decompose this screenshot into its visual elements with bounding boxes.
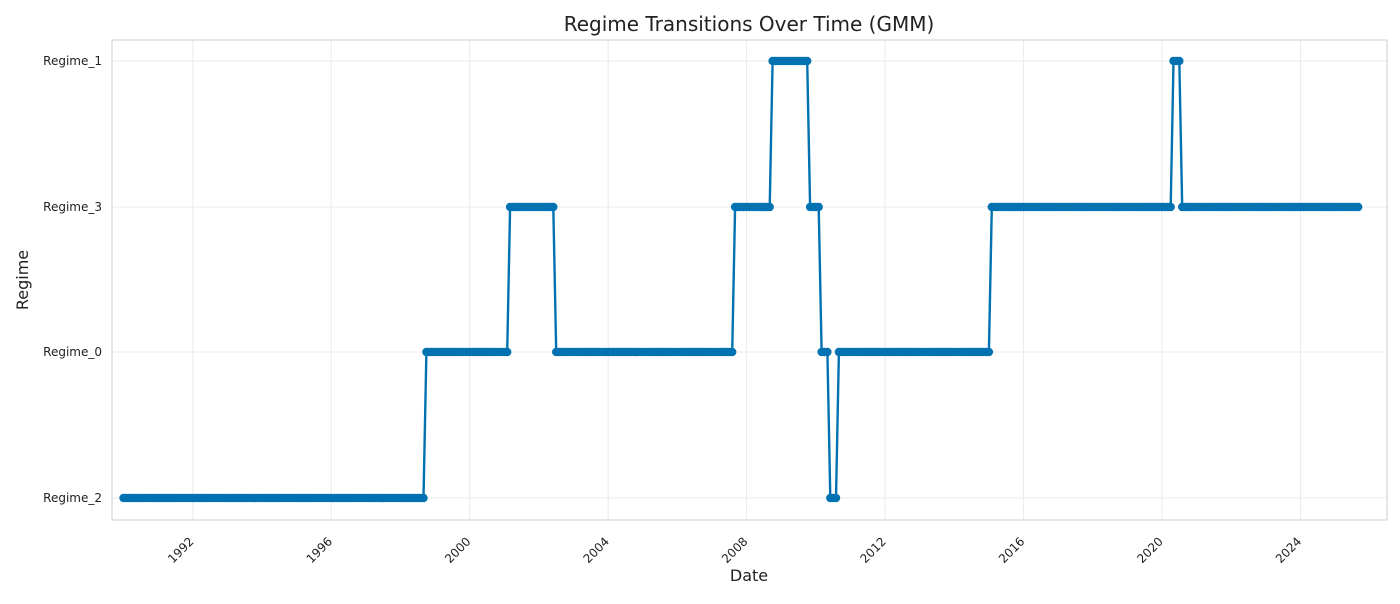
x-axis-label: Date <box>730 566 768 585</box>
data-point <box>984 347 994 357</box>
series-line <box>123 59 1359 500</box>
y-tick-label: Regime_0 <box>43 345 102 359</box>
data-point <box>765 202 774 212</box>
data-point <box>831 493 841 503</box>
data-point <box>803 56 812 66</box>
x-tick-label: 2020 <box>1134 534 1165 565</box>
x-tick-label: 2016 <box>996 534 1027 565</box>
y-axis-label: Regime <box>13 250 32 310</box>
data-point <box>728 347 737 357</box>
data-point <box>549 202 558 212</box>
data-point <box>503 347 512 357</box>
data-point <box>419 493 428 503</box>
x-tick-label: 1992 <box>165 534 196 565</box>
plot-frame <box>111 39 1388 521</box>
x-tick-label: 2000 <box>442 534 473 565</box>
chart-title: Regime Transitions Over Time (GMM) <box>564 12 935 36</box>
y-tick-label: Regime_1 <box>43 54 102 68</box>
y-tick-label: Regime_2 <box>43 491 102 505</box>
data-point <box>814 202 823 212</box>
x-tick-label: 2004 <box>581 534 612 565</box>
x-tick-label: 2008 <box>719 534 750 565</box>
series-regime <box>119 56 1363 503</box>
y-tick-label: Regime_3 <box>43 200 102 214</box>
x-tick-label: 1996 <box>304 534 335 565</box>
grid <box>112 40 1387 520</box>
data-point <box>823 347 832 357</box>
y-axis-ticks: Regime_2 Regime_0 Regime_3 Regime_1 <box>43 54 102 505</box>
x-axis-ticks: 1992 1996 2000 2004 2008 2012 2016 2020 2024 <box>165 534 1304 565</box>
data-point <box>1354 202 1363 212</box>
data-point <box>1166 202 1175 212</box>
x-tick-label: 2012 <box>857 534 888 565</box>
data-point <box>1175 56 1184 66</box>
x-tick-label: 2024 <box>1273 534 1304 565</box>
